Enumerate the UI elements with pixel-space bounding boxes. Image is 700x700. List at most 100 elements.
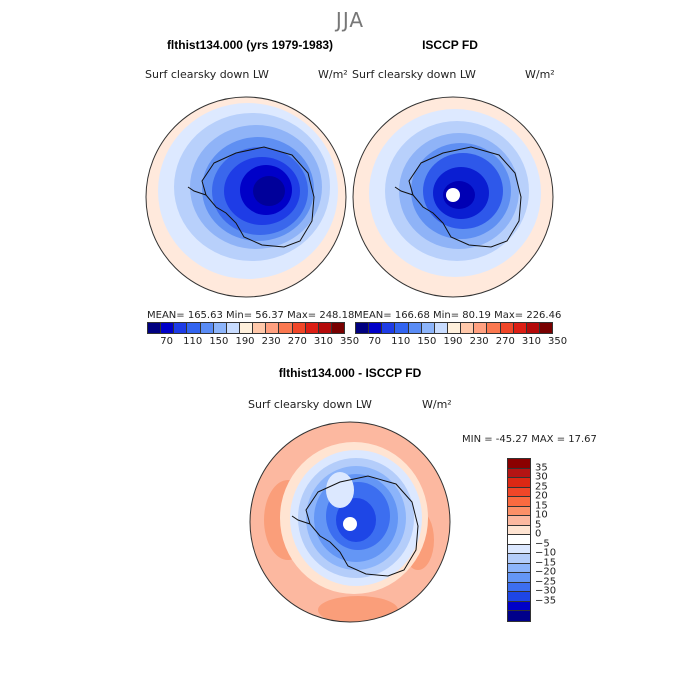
colorbar-swatch bbox=[318, 323, 332, 333]
colorbar-tick-label: −30 bbox=[535, 585, 557, 597]
colorbar-swatch bbox=[174, 323, 188, 333]
colorbar-swatch bbox=[508, 611, 530, 621]
panel2-map bbox=[352, 96, 554, 298]
panel2-units: W/m² bbox=[525, 68, 555, 81]
panel2-title: ISCCP FD bbox=[422, 38, 478, 52]
colorbar-swatch bbox=[508, 554, 530, 564]
colorbar-swatch bbox=[461, 323, 475, 333]
panel2-variable: Surf clearsky down LW bbox=[352, 68, 476, 81]
colorbar-tick-label: 20 bbox=[535, 490, 548, 502]
colorbar-swatch bbox=[408, 323, 422, 333]
diff-panel-units: W/m² bbox=[422, 398, 452, 411]
colorbar-tick-label: 350 bbox=[547, 336, 568, 347]
panel1-title: flthist134.000 (yrs 1979-1983) bbox=[166, 38, 334, 52]
colorbar-tick-label: 150 bbox=[209, 336, 229, 347]
colorbar-tick-label: 350 bbox=[339, 336, 360, 347]
colorbar-swatch bbox=[305, 323, 319, 333]
colorbar-swatch bbox=[487, 323, 501, 333]
colorbar-swatch bbox=[508, 563, 530, 574]
colorbar-swatch bbox=[187, 323, 201, 333]
panel1-stats: MEAN= 165.63 Min= 56.37 Max= 248.18 bbox=[147, 310, 355, 321]
colorbar-swatch bbox=[382, 323, 396, 333]
colorbar-tick-label: 270 bbox=[287, 336, 307, 347]
panel2-colorbar bbox=[355, 322, 553, 334]
colorbar-swatch bbox=[508, 487, 530, 498]
colorbar-swatch bbox=[508, 573, 530, 583]
panel2-stats: MEAN= 166.68 Min= 80.19 Max= 226.46 bbox=[354, 310, 562, 321]
colorbar-swatch bbox=[292, 323, 306, 333]
colorbar-tick-label: 70 bbox=[160, 336, 173, 347]
colorbar-swatch bbox=[331, 323, 345, 333]
colorbar-swatch bbox=[266, 323, 280, 333]
panel1-colorbar-labels: 70 110 150 190 230 270 310 350 bbox=[147, 336, 359, 350]
diff-panel-map bbox=[249, 421, 451, 623]
panel1-colorbar bbox=[147, 322, 345, 334]
colorbar-tick-label: 15 bbox=[535, 500, 548, 512]
diff-colorbar bbox=[507, 458, 531, 622]
panel1-variable: Surf clearsky down LW bbox=[145, 68, 269, 81]
colorbar-tick-label: 150 bbox=[417, 336, 437, 347]
colorbar-swatch bbox=[508, 525, 530, 536]
colorbar-tick-label: 0 bbox=[535, 528, 542, 540]
panel2-colorbar-labels: 70 110 150 190 230 270 310 350 bbox=[355, 336, 567, 350]
colorbar-tick-label: 310 bbox=[313, 336, 333, 347]
colorbar-swatch bbox=[508, 535, 530, 545]
colorbar-swatch bbox=[539, 323, 553, 333]
colorbar-swatch bbox=[421, 323, 435, 333]
colorbar-swatch bbox=[508, 506, 530, 517]
colorbar-swatch bbox=[148, 323, 162, 333]
colorbar-tick-label: −10 bbox=[535, 547, 557, 559]
colorbar-swatch bbox=[508, 601, 530, 612]
colorbar-swatch bbox=[508, 459, 530, 469]
colorbar-swatch bbox=[526, 323, 540, 333]
colorbar-tick-label: −5 bbox=[535, 538, 550, 550]
diff-panel-variable: Surf clearsky down LW bbox=[248, 398, 372, 411]
colorbar-swatch bbox=[253, 323, 267, 333]
colorbar-tick-label: 230 bbox=[469, 336, 489, 347]
colorbar-tick-label: −15 bbox=[535, 557, 557, 569]
colorbar-swatch bbox=[161, 323, 175, 333]
colorbar-tick-label: 25 bbox=[535, 481, 548, 493]
panel1-units: W/m² bbox=[318, 68, 348, 81]
colorbar-swatch bbox=[239, 323, 254, 333]
colorbar-tick-label: −25 bbox=[535, 576, 557, 588]
colorbar-tick-label: 5 bbox=[535, 519, 542, 531]
colorbar-tick-label: 110 bbox=[391, 336, 411, 347]
colorbar-swatch bbox=[508, 497, 530, 507]
colorbar-swatch bbox=[226, 323, 240, 333]
colorbar-swatch bbox=[474, 323, 488, 333]
colorbar-swatch bbox=[508, 582, 530, 593]
colorbar-swatch bbox=[369, 323, 383, 333]
colorbar-tick-label: 230 bbox=[261, 336, 281, 347]
colorbar-swatch bbox=[508, 592, 530, 602]
colorbar-swatch bbox=[434, 323, 448, 333]
colorbar-tick-label: −35 bbox=[535, 595, 557, 607]
colorbar-tick-label: 310 bbox=[521, 336, 541, 347]
panel1-map bbox=[145, 96, 347, 298]
colorbar-swatch bbox=[213, 323, 227, 333]
colorbar-swatch bbox=[508, 478, 530, 488]
diff-panel-stats: MIN = -45.27 MAX = 17.67 bbox=[462, 434, 597, 445]
colorbar-tick-label: 30 bbox=[535, 471, 548, 483]
colorbar-tick-label: −20 bbox=[535, 566, 557, 578]
colorbar-tick-label: 190 bbox=[235, 336, 255, 347]
colorbar-tick-label: 270 bbox=[495, 336, 515, 347]
colorbar-swatch bbox=[200, 323, 214, 333]
season-title: JJA bbox=[335, 8, 365, 32]
colorbar-swatch bbox=[513, 323, 527, 333]
colorbar-tick-label: 190 bbox=[443, 336, 463, 347]
colorbar-tick-label: 10 bbox=[535, 509, 548, 521]
colorbar-tick-label: 110 bbox=[183, 336, 203, 347]
colorbar-swatch bbox=[508, 544, 530, 555]
colorbar-swatch bbox=[447, 323, 462, 333]
colorbar-swatch bbox=[500, 323, 514, 333]
diff-panel-title: flthist134.000 - ISCCP FD bbox=[278, 366, 422, 380]
colorbar-tick-label: 70 bbox=[368, 336, 381, 347]
colorbar-swatch bbox=[279, 323, 293, 333]
colorbar-swatch bbox=[356, 323, 370, 333]
colorbar-swatch bbox=[508, 468, 530, 479]
colorbar-swatch bbox=[508, 516, 530, 526]
colorbar-tick-label: 35 bbox=[535, 462, 548, 474]
diff-colorbar-labels: 35 30 25 20 15 10 5 0 −5 −10 −15 −20 −25 −30 −35 bbox=[535, 458, 575, 620]
colorbar-swatch bbox=[395, 323, 409, 333]
